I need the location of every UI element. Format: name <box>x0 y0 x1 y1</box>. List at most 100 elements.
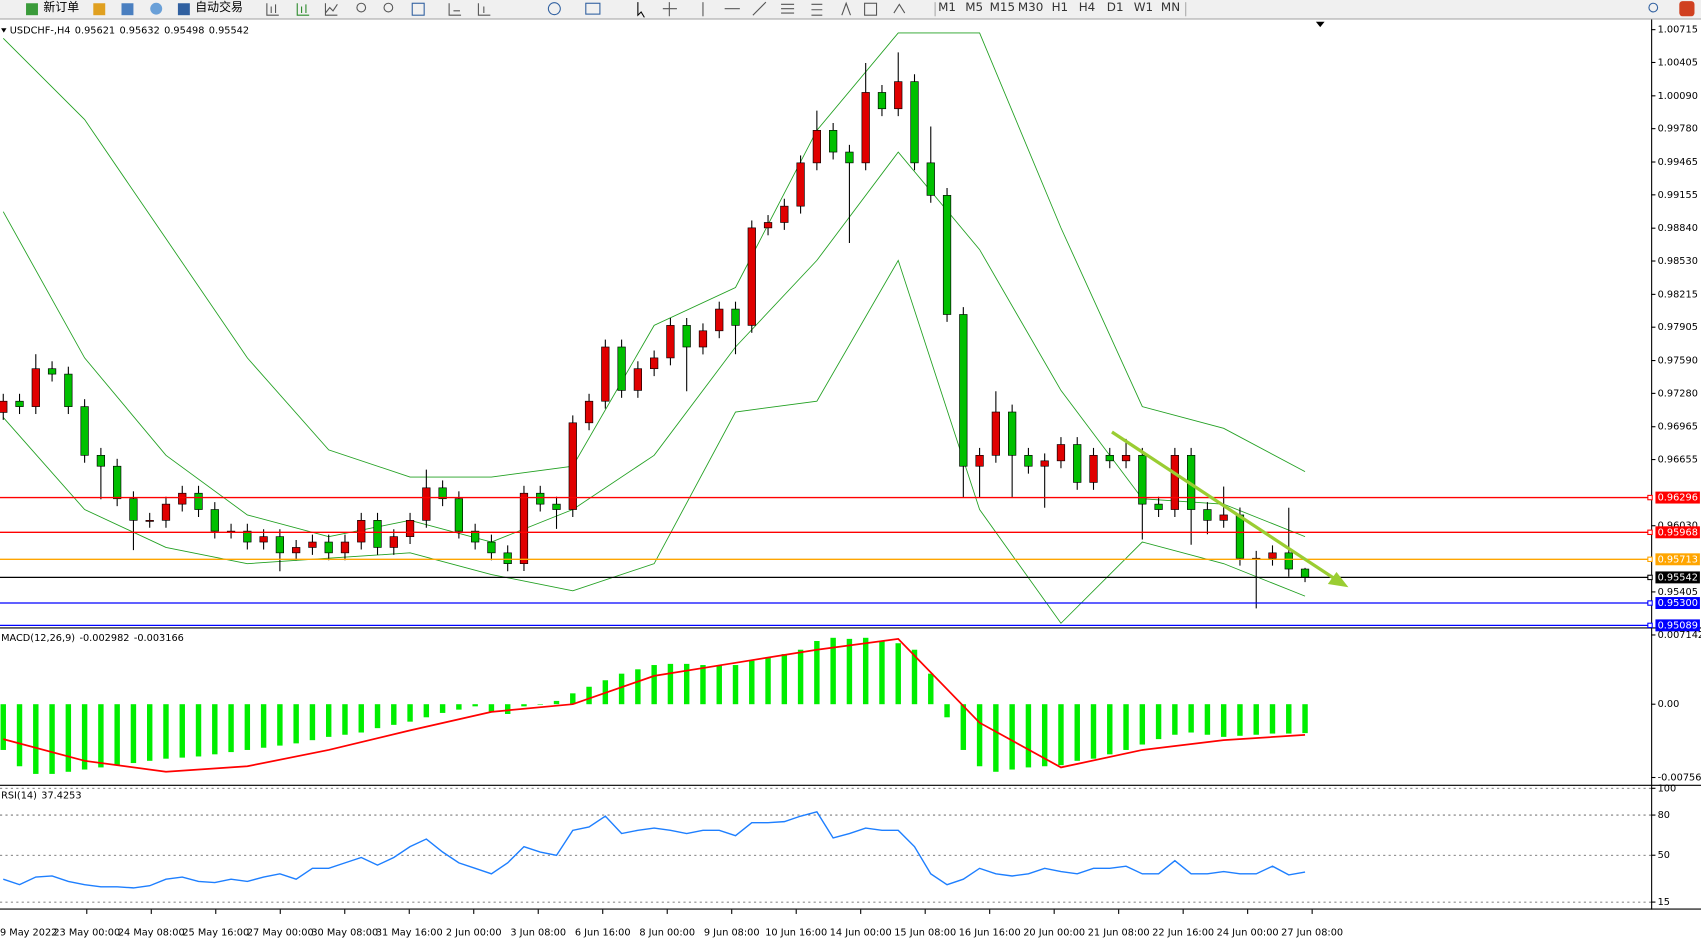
macd-bar <box>814 641 820 705</box>
cursor-icon[interactable] <box>637 2 645 18</box>
y-tick-label: 50 <box>1658 850 1670 861</box>
macd-bar <box>49 704 55 774</box>
candle-body <box>1203 509 1212 521</box>
toolbar-icon[interactable] <box>121 3 134 16</box>
scroll-icon[interactable] <box>448 3 462 16</box>
shift-icon[interactable] <box>477 3 491 16</box>
timeframe-button[interactable]: H4 <box>1079 0 1096 14</box>
macd-bar <box>928 673 934 705</box>
candle-body <box>64 373 73 407</box>
toolbar-icon[interactable] <box>93 3 106 16</box>
macd-bar <box>635 669 641 705</box>
indicator-header: USDCHF-,H4 0.95621 0.95632 0.95498 0.95542 <box>10 25 249 36</box>
timeframe-button[interactable]: D1 <box>1107 0 1124 14</box>
timeframe-button[interactable]: W1 <box>1134 0 1153 14</box>
candle-icon[interactable] <box>296 3 310 16</box>
y-tick-label: 0.97905 <box>1658 322 1698 333</box>
macd-bar <box>277 704 283 746</box>
line-icon[interactable] <box>324 3 338 16</box>
macd-bar <box>830 637 836 705</box>
macd-bar <box>683 663 690 705</box>
account-icon[interactable] <box>1679 1 1695 17</box>
macd-bar <box>1204 704 1211 735</box>
indicator-value: 37.4253 <box>41 791 81 802</box>
candle-body <box>715 308 724 332</box>
macd-bar <box>1139 704 1146 745</box>
candle-body <box>666 325 675 359</box>
macd-bar <box>212 704 218 755</box>
macd-bar <box>651 665 657 705</box>
candle-body <box>1300 568 1310 578</box>
macd-bar <box>65 704 72 772</box>
macd-signal <box>3 637 1306 773</box>
y-tick-label: 0.99465 <box>1658 157 1698 168</box>
x-tick-label: 6 Jun 16:00 <box>575 927 631 938</box>
price-level-marker <box>1647 574 1653 581</box>
macd-bar <box>1107 704 1113 755</box>
timeframe-button[interactable]: M15 <box>990 0 1015 14</box>
candle-body <box>861 92 870 164</box>
candle-body <box>829 130 838 153</box>
candle-body <box>324 541 333 554</box>
timeframe-button[interactable]: M1 <box>938 0 956 14</box>
timeframe-button[interactable]: MN <box>1161 0 1180 14</box>
text-icon[interactable] <box>841 1 852 16</box>
price-level-label: 0.95542 <box>1658 572 1698 583</box>
value-axis: 1.00715 1.00405 1.00090 0.99780 0.99465 0.991… <box>1651 25 1698 598</box>
template-icon[interactable] <box>585 2 601 15</box>
trendline-icon[interactable] <box>752 1 767 16</box>
search-icon[interactable] <box>1648 2 1659 13</box>
bar-chart-icon[interactable] <box>266 3 279 16</box>
candle-body <box>31 368 40 407</box>
new-order-button[interactable]: 新订单 <box>43 0 79 14</box>
price-level-label: 0.96296 <box>1658 493 1698 504</box>
macd-bar <box>732 665 739 705</box>
timeframe-button[interactable]: H1 <box>1052 0 1069 14</box>
auto-trading-icon[interactable] <box>177 3 190 16</box>
x-tick-label: 8 Jun 00:00 <box>639 927 695 938</box>
channel-icon[interactable] <box>781 3 795 14</box>
candle-body <box>910 81 919 164</box>
timeframe-button[interactable]: M5 <box>965 0 983 14</box>
candle-body <box>357 520 366 543</box>
crosshair-icon[interactable] <box>662 2 677 17</box>
indicator-header: MACD(12,26,9) -0.002982 -0.003166 <box>1 633 184 644</box>
macd-bar <box>586 686 592 705</box>
fibo-icon[interactable] <box>811 3 823 16</box>
indicator-title: MACD(12,26,9) <box>1 633 75 644</box>
new-order-icon[interactable] <box>26 3 38 16</box>
price-level-tag <box>1655 571 1700 584</box>
y-tick-label: 0.99780 <box>1658 124 1698 135</box>
timeframe-button[interactable]: M30 <box>1018 0 1043 14</box>
price-level-label: 0.95968 <box>1658 527 1698 538</box>
y-tick-label: 0.97590 <box>1658 356 1698 367</box>
candle-body <box>243 530 252 543</box>
candle-body <box>503 552 512 564</box>
macd-bar <box>488 704 495 712</box>
candle-body <box>373 520 382 548</box>
x-tick-label: 22 Jun 16:00 <box>1152 927 1214 938</box>
macd-bar <box>716 665 722 705</box>
indicator-header: RSI(14) 37.4253 <box>1 791 82 802</box>
macd-bar <box>960 704 967 750</box>
candle-body <box>1040 460 1049 467</box>
candle-body <box>308 541 317 548</box>
period-icon[interactable] <box>547 2 561 16</box>
candle-body <box>194 492 203 510</box>
candle-body <box>1008 411 1017 456</box>
candle-body <box>1056 444 1066 462</box>
candle-body <box>1105 454 1114 462</box>
macd-bar <box>472 704 478 707</box>
y-tick-label: 0.98215 <box>1658 289 1698 300</box>
macd-bar <box>944 704 950 718</box>
zoom-in-icon[interactable] <box>356 2 367 13</box>
macd-bar <box>765 657 771 705</box>
tile-icon[interactable] <box>411 2 425 16</box>
arrows-icon[interactable] <box>893 3 906 14</box>
zoom-out-icon[interactable] <box>383 2 394 13</box>
macd-bar <box>195 704 202 757</box>
auto-trading-button[interactable]: 自动交易 <box>195 0 243 14</box>
toolbar-icon[interactable] <box>150 2 163 15</box>
x-tick-label: 24 Jun 00:00 <box>1217 927 1279 938</box>
label-icon[interactable] <box>864 2 878 16</box>
